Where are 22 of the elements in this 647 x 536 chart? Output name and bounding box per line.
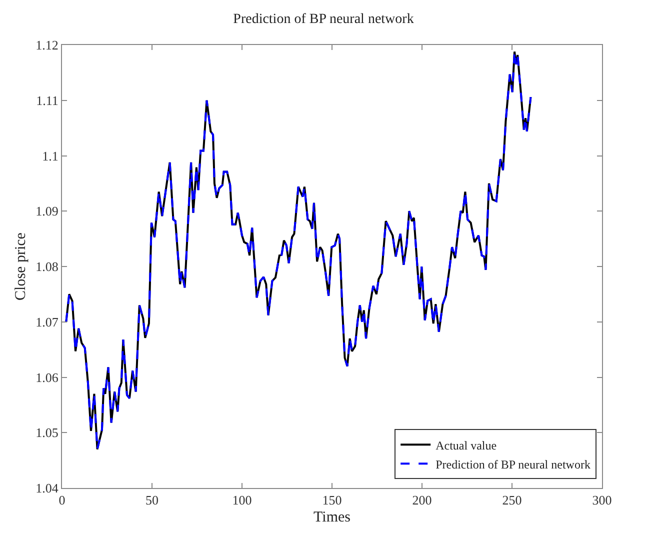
y-axis-title: Close price (12, 232, 29, 300)
legend-label: Actual value (436, 438, 497, 452)
chart-title: Prediction of BP neural network (233, 12, 414, 28)
y-tick-label: 1.04 (36, 480, 59, 496)
x-tick-label: 0 (58, 492, 66, 508)
y-tick-label: 1.05 (36, 425, 58, 440)
x-tick-label: 250 (502, 492, 522, 508)
x-tick-label: 150 (322, 492, 342, 508)
legend-label: Prediction of BP neural network (436, 457, 590, 472)
y-tick-label: 1.07 (36, 314, 59, 330)
y-tick-label: 1.12 (36, 38, 58, 53)
x-tick-label: 100 (232, 492, 252, 508)
y-tick-label: 1.1 (42, 148, 58, 164)
y-tick-label: 1.09 (36, 204, 58, 219)
x-tick-label: 200 (412, 492, 432, 508)
y-tick-label: 1.06 (36, 370, 59, 385)
x-axis-title: Times (314, 510, 351, 526)
x-tick-label: 300 (592, 492, 612, 508)
y-tick-label: 1.08 (36, 259, 58, 274)
y-tick-label: 1.11 (36, 92, 58, 108)
line-series (65, 50, 532, 450)
x-tick-label: 50 (146, 492, 158, 508)
